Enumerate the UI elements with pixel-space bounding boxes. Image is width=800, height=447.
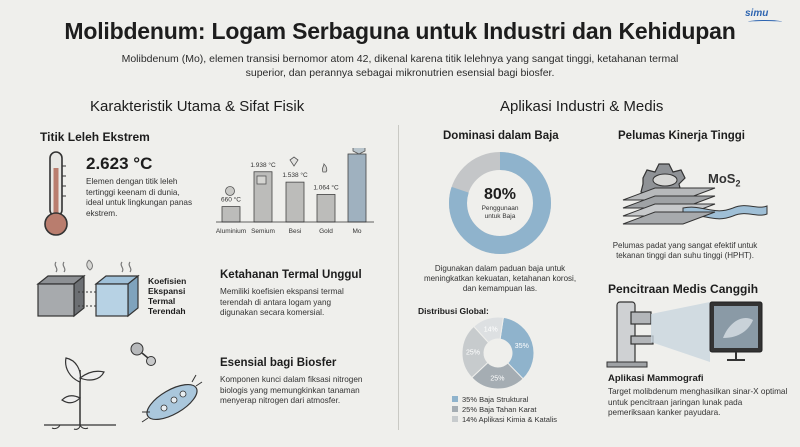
lubricant-formula: MoS2 bbox=[708, 171, 741, 189]
steel-percent-label: Penggunaan untuk Baja bbox=[481, 205, 519, 220]
thermometer-icon bbox=[44, 151, 68, 236]
gem-icon bbox=[289, 156, 299, 167]
left-section-title: Karakteristik Utama & Sifat Fisik bbox=[90, 98, 305, 115]
bar-icons bbox=[225, 148, 366, 196]
steel-desc: Digunakan dalam paduan baja untuk mening… bbox=[423, 264, 577, 293]
legend-item: 35% Baja Struktural bbox=[452, 394, 557, 404]
bar-category-label: Gold bbox=[319, 228, 333, 235]
steel-donut-chart bbox=[449, 152, 551, 254]
medical-subtitle: Aplikasi Mammografi bbox=[608, 373, 704, 384]
bar-value-label: 1.938 °C bbox=[250, 161, 276, 169]
bar-category-label: Mo bbox=[352, 228, 361, 235]
melting-bar bbox=[221, 206, 241, 223]
melting-desc: Elemen dengan titik leleh tertinggi keen… bbox=[86, 177, 193, 218]
bar-value-label: 1.064 °C bbox=[313, 183, 339, 191]
medical-title: Pencitraan Medis Canggih bbox=[608, 282, 759, 296]
melting-bar bbox=[316, 194, 336, 223]
distribution-slice bbox=[473, 316, 504, 344]
molecule-icon bbox=[130, 342, 156, 366]
lubricant-title: Pelumas Kinerja Tinggi bbox=[618, 130, 745, 142]
distribution-pie-chart: 35% 25% 25% 14% bbox=[461, 316, 535, 390]
mo-cube-icon bbox=[352, 148, 366, 155]
logo-swoosh-icon bbox=[748, 20, 782, 24]
bacteria-icon bbox=[141, 374, 203, 423]
melting-bar bbox=[347, 153, 367, 223]
bio-desc: Komponen kunci dalam fiksasi nitrogen bi… bbox=[220, 375, 363, 405]
melting-value: 2.623 °C bbox=[86, 154, 153, 173]
gear-layers-icon bbox=[622, 163, 768, 225]
distribution-legend: 35% Baja Struktural 25% Baja Tahan Karat… bbox=[452, 394, 557, 424]
distribution-slice-label: 35% bbox=[515, 343, 529, 350]
legend-item: 14% Aplikasi Kimia & Katalis bbox=[452, 414, 557, 424]
bar-category-label: Aluminium bbox=[216, 228, 246, 235]
bar-value-label: 1.538 °C bbox=[282, 171, 308, 179]
aluminium-icon bbox=[225, 186, 235, 196]
legend-swatch bbox=[452, 416, 458, 422]
legend-item: 25% Baja Tahan Karat bbox=[452, 404, 557, 414]
flame-icon bbox=[321, 163, 328, 173]
brand-logo: simu bbox=[745, 8, 769, 19]
semium-icon bbox=[256, 175, 267, 185]
medical-desc: Target molibdenum menghasilkan sinar-X o… bbox=[608, 387, 788, 417]
bio-title: Esensial bagi Biosfer bbox=[220, 357, 337, 369]
distribution-slice-label: 14% bbox=[484, 327, 498, 334]
expansion-desc: Memiliki koefisien ekspansi termal teren… bbox=[220, 287, 344, 317]
expansion-title: Ketahanan Termal Unggul bbox=[220, 269, 362, 281]
bar-value-label: 660 °C bbox=[221, 196, 241, 204]
legend-swatch bbox=[452, 396, 458, 402]
column-divider bbox=[398, 125, 399, 430]
donut-arc bbox=[449, 152, 551, 254]
biosphere-illustration bbox=[44, 342, 203, 430]
melting-bar bbox=[285, 181, 305, 223]
steel-percent: 80% bbox=[483, 186, 517, 203]
melting-bar-chart: 660 °C Aluminium 1.938 °C Semium 1.538 °C Bes… bbox=[216, 148, 374, 235]
page-subtitle: Molibdenum (Mo), elemen transisi bernomo… bbox=[121, 53, 679, 79]
monitor-icon bbox=[709, 301, 763, 361]
right-section-title: Aplikasi Industri & Medis bbox=[500, 98, 664, 115]
page-title: Molibdenum: Logam Serbaguna untuk Indust… bbox=[64, 18, 736, 44]
mammography-machine-icon bbox=[606, 301, 763, 368]
melting-title: Titik Leleh Ekstrem bbox=[40, 130, 150, 144]
lubricant-desc: Pelumas padat yang sangat efektif untuk … bbox=[612, 241, 758, 260]
expansion-label: Koefisien Ekspansi Termal Terendah bbox=[148, 276, 187, 316]
distribution-title: Distribusi Global: bbox=[418, 306, 489, 316]
bar-category-label: Besi bbox=[289, 228, 302, 235]
distribution-slice-label: 25% bbox=[466, 350, 480, 357]
steel-title: Dominasi dalam Baja bbox=[443, 130, 559, 142]
bar-category-label: Semium bbox=[251, 228, 275, 235]
distribution-slice-label: 25% bbox=[490, 375, 504, 382]
expansion-cubes-icon bbox=[36, 259, 140, 318]
legend-swatch bbox=[452, 406, 458, 412]
plant-icon bbox=[44, 357, 116, 430]
